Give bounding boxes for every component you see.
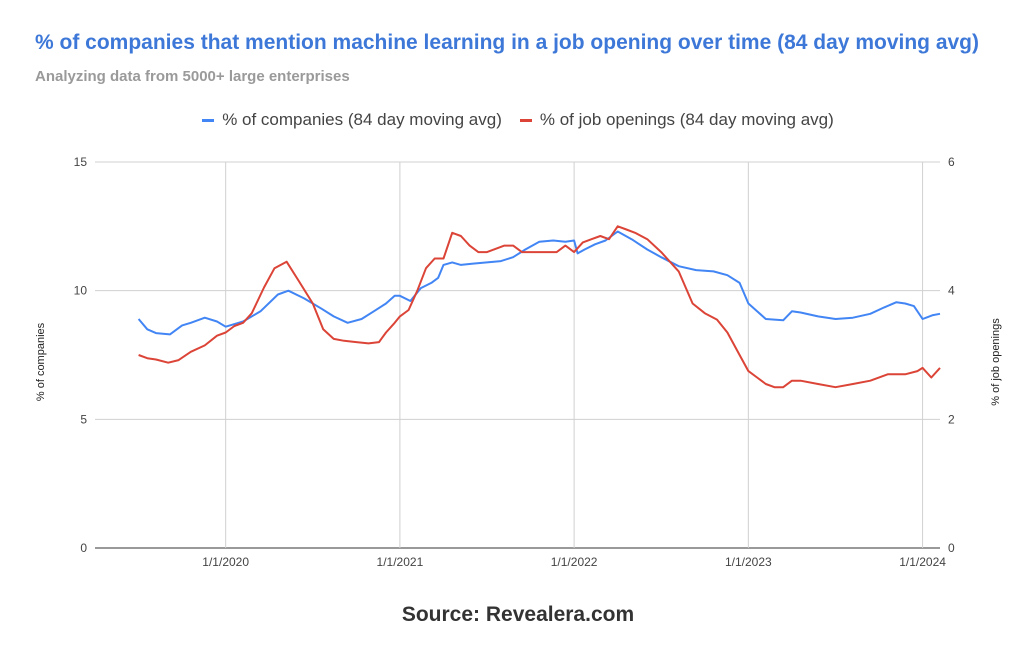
chart-legend: % of companies (84 day moving avg) % of … (0, 110, 1036, 130)
x-tick-label: 1/1/2020 (202, 555, 249, 569)
legend-swatch-companies (202, 118, 215, 122)
series-line-job-openings[interactable] (138, 225, 941, 389)
y-tick-right: 6 (948, 155, 955, 169)
legend-item-job-openings[interactable]: % of job openings (84 day moving avg) (519, 110, 834, 130)
y-tick-left: 15 (74, 155, 88, 169)
series-lines (137, 225, 941, 389)
x-tick-label: 1/1/2023 (725, 555, 772, 569)
chart-subtitle: Analyzing data from 5000+ large enterpri… (35, 68, 350, 85)
y-axis-label-left: % of companies (35, 322, 47, 401)
y-tick-right: 2 (948, 412, 955, 426)
axes: 0 0 5 2 10 4 15 6 1/1/2020 1/1/2021 1/1/2022 1/1/20… (74, 155, 955, 569)
source-credit: Source: Revealera.com (401, 603, 635, 626)
x-tick-label: 1/1/2022 (551, 555, 598, 569)
y-tick-left: 0 (80, 541, 87, 555)
legend-item-companies[interactable]: % of companies (84 day moving avg) (202, 110, 502, 130)
legend-swatch-job-openings (519, 118, 532, 122)
y-tick-right: 4 (948, 284, 955, 298)
x-tick-label: 1/1/2024 (899, 555, 946, 569)
series-line-companies[interactable] (137, 230, 941, 336)
y-axis-label-right: % of job openings (990, 318, 1002, 406)
x-tick-label: 1/1/2021 (377, 555, 424, 569)
legend-label-companies: % of companies (84 day moving avg) (222, 110, 502, 129)
chart-title: % of companies that mention machine lear… (35, 31, 979, 54)
y-tick-left: 10 (74, 284, 88, 298)
gridlines (95, 161, 940, 549)
legend-label-job-openings: % of job openings (84 day moving avg) (539, 110, 834, 129)
y-tick-left: 5 (80, 412, 87, 426)
y-tick-right: 0 (948, 541, 955, 555)
